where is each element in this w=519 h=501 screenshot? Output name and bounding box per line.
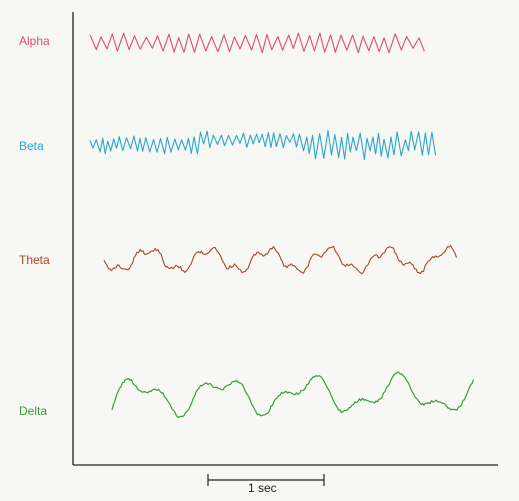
delta-wave-trace: [111, 371, 475, 418]
one-second-scale-bar: [207, 474, 325, 486]
beta-label: Beta: [19, 139, 44, 153]
alpha-wave-trace: [89, 32, 425, 54]
scale-bar-label: 1 sec: [248, 481, 277, 495]
theta-wave-trace: [103, 244, 458, 275]
delta-label: Delta: [19, 404, 48, 418]
theta-label: Theta: [19, 253, 50, 267]
alpha-label: Alpha: [19, 34, 50, 48]
beta-wave-trace: [89, 130, 437, 160]
